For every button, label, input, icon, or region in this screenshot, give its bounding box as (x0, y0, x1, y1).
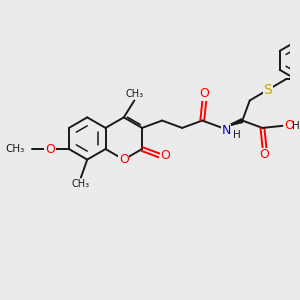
Text: O: O (45, 142, 55, 155)
Polygon shape (222, 118, 243, 128)
Text: CH₃: CH₃ (72, 179, 90, 189)
Text: O: O (161, 149, 171, 162)
Text: O: O (119, 153, 129, 166)
Text: S: S (263, 83, 272, 97)
Text: O: O (200, 87, 209, 100)
Text: O: O (284, 119, 294, 132)
Text: H: H (292, 121, 300, 131)
Text: CH₃: CH₃ (5, 144, 24, 154)
Text: N: N (221, 124, 231, 137)
Text: H: H (233, 130, 241, 140)
Text: O: O (260, 148, 269, 161)
Text: CH₃: CH₃ (125, 89, 143, 99)
